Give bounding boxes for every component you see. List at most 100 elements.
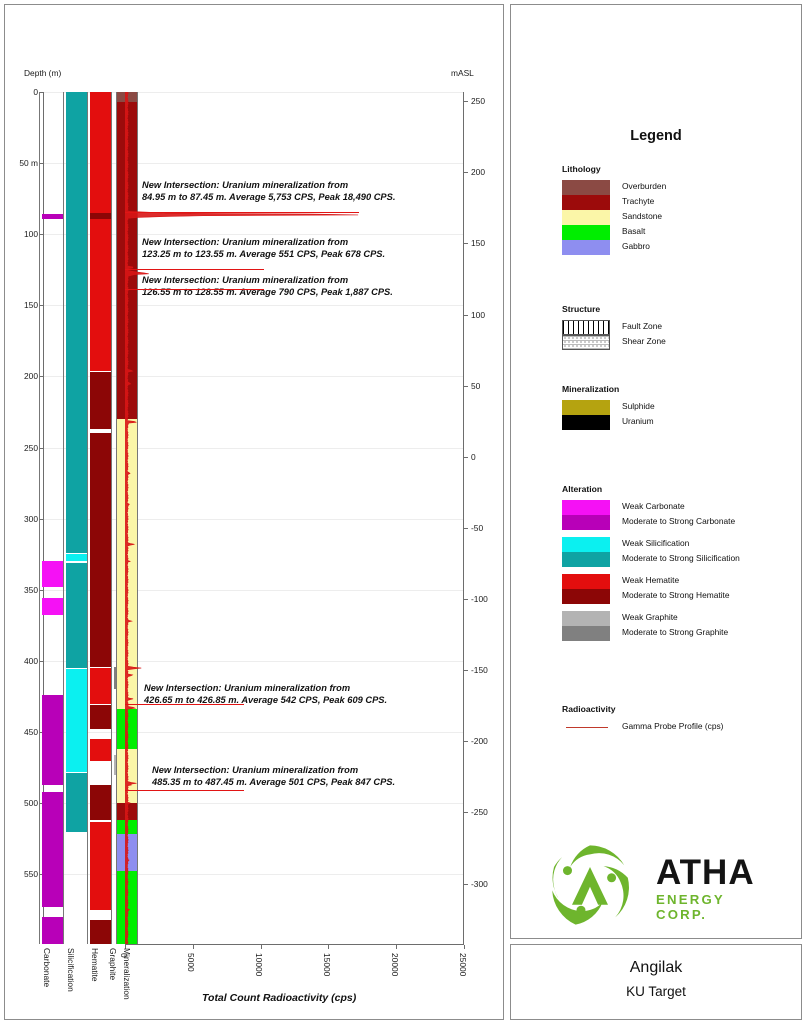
footer-block: Angilak KU Target bbox=[510, 944, 802, 1020]
legend-item-label: Sulphide bbox=[622, 401, 655, 411]
masl-tick-label-9: -200 bbox=[471, 736, 488, 747]
masl-tick-label-7: -100 bbox=[471, 594, 488, 605]
annotation-line-1: New Intersection: Uranium mineralization… bbox=[142, 180, 349, 190]
legend-item-label: Moderate to Strong Carbonate bbox=[622, 516, 736, 526]
legend-section-lithology: Lithology Overburden Trachyte Sandstone Basa… bbox=[562, 164, 666, 255]
masl-tick-label-3: 100 bbox=[471, 309, 485, 320]
masl-tick-label-1: 200 bbox=[471, 167, 485, 178]
legend-section-alteration: Alteration Weak Carbonate Moderate to Stro… bbox=[562, 484, 740, 641]
depth-tick-label-4: 200 bbox=[24, 371, 38, 382]
annotation-leader-4 bbox=[125, 704, 244, 705]
masl-tick-6 bbox=[464, 527, 468, 529]
masl-tick-label-6: -50 bbox=[471, 522, 484, 533]
legend-section-mineralization: Mineralization Sulphide Uranium bbox=[562, 384, 655, 430]
gridline-5 bbox=[44, 447, 463, 449]
masl-tick-2 bbox=[464, 243, 468, 245]
legend-item: Uranium bbox=[562, 415, 654, 430]
annotation-line-2: 123.25 m to 123.55 m. Average 551 CPS, P… bbox=[142, 249, 386, 260]
track-segment bbox=[90, 92, 112, 371]
depth-tick-label-1: 50 m bbox=[19, 158, 38, 169]
depth-tick-label-9: 450 bbox=[24, 727, 38, 738]
depth-tick-5 bbox=[40, 447, 44, 449]
x-tick-label-3: 15000 bbox=[321, 953, 332, 977]
gridline-8 bbox=[44, 660, 463, 662]
legend-item-label: Moderate to Strong Graphite bbox=[622, 627, 729, 637]
annotation-line-2: 126.55 m to 128.55 m. Average 790 CPS, P… bbox=[142, 287, 393, 298]
legend-section-structure: Structure Fault Zone Shear Zone bbox=[562, 304, 666, 350]
track-segment bbox=[90, 212, 112, 219]
depth-tick-label-11: 550 bbox=[24, 869, 38, 880]
legend-swatch bbox=[562, 537, 610, 552]
legend-swatch bbox=[562, 240, 610, 255]
gridline-6 bbox=[44, 518, 463, 520]
legend-swatch bbox=[562, 500, 610, 515]
column-label-graphite: Graphite bbox=[108, 948, 118, 981]
legend-item-label: Weak Graphite bbox=[622, 612, 678, 622]
legend-item: Moderate to Strong Silicification bbox=[562, 552, 740, 567]
masl-tick-label-4: 50 bbox=[471, 380, 481, 391]
track-segment bbox=[90, 705, 112, 730]
legend-swatch bbox=[562, 400, 610, 415]
legend-item-label: Overburden bbox=[622, 181, 667, 191]
legend-swatch bbox=[562, 195, 610, 210]
gridline-3 bbox=[44, 305, 463, 307]
legend-gap bbox=[562, 530, 602, 537]
track-segment bbox=[42, 598, 64, 616]
x-tick-1 bbox=[192, 945, 194, 949]
gridline-1 bbox=[44, 163, 463, 165]
gridline-0 bbox=[44, 92, 463, 93]
legend-section-title: Alteration bbox=[562, 484, 603, 494]
masl-tick-5 bbox=[464, 456, 468, 458]
intersection-annotation-2: New Intersection: Uranium mineralization… bbox=[142, 236, 385, 261]
legend-item-label: Fault Zone bbox=[622, 321, 663, 331]
depth-tick-label-7: 350 bbox=[24, 584, 38, 595]
legend-swatch bbox=[562, 415, 610, 430]
legend-section-title: Radioactivity bbox=[562, 704, 616, 714]
masl-tick-9 bbox=[464, 741, 468, 743]
depth-axis-title: Depth (m) bbox=[24, 68, 62, 78]
project-name: Angilak bbox=[629, 959, 683, 976]
column-label-hematite: Hematite bbox=[90, 948, 100, 982]
gridline-9 bbox=[44, 732, 463, 734]
annotation-line-1: New Intersection: Uranium mineralization… bbox=[142, 275, 349, 285]
legend-swatch bbox=[562, 225, 610, 240]
depth-axis-line bbox=[43, 92, 44, 944]
legend-item: Moderate to Strong Hematite bbox=[562, 589, 730, 604]
annotation-line-1: New Intersection: Uranium mineralization… bbox=[144, 683, 351, 693]
column-label-carbonate: Carbonate bbox=[42, 948, 52, 988]
masl-tick-label-11: -300 bbox=[471, 878, 488, 889]
legend-item: Weak Carbonate bbox=[562, 500, 685, 515]
track-segment bbox=[90, 821, 112, 910]
legend-item-label: Gamma Probe Profile (cps) bbox=[622, 721, 724, 731]
intersection-annotation-3: New Intersection: Uranium mineralization… bbox=[142, 274, 393, 299]
depth-tick-3 bbox=[40, 305, 44, 307]
depth-tick-label-3: 150 bbox=[24, 300, 38, 311]
track-segment bbox=[42, 561, 64, 587]
legend-swatch bbox=[562, 574, 610, 589]
masl-tick-0 bbox=[464, 101, 468, 103]
track-segment bbox=[42, 214, 64, 219]
legend-item: Weak Silicification bbox=[562, 537, 689, 552]
legend-item: Trachyte bbox=[562, 195, 654, 210]
legend-swatch bbox=[562, 180, 610, 195]
legend-swatch bbox=[562, 335, 610, 350]
legend-gap bbox=[562, 604, 602, 611]
gridline-2 bbox=[44, 234, 463, 236]
masl-tick-label-0: 250 bbox=[471, 96, 485, 107]
x-axis-title: Total Count Radioactivity (cps) bbox=[202, 992, 357, 1004]
legend-item-label: Sandstone bbox=[622, 211, 663, 221]
gridline-7 bbox=[44, 589, 463, 591]
masl-tick-label-2: 150 bbox=[471, 238, 485, 249]
annotation-line-1: New Intersection: Uranium mineralization… bbox=[152, 765, 359, 775]
annotation-line-1: New Intersection: Uranium mineralization… bbox=[142, 237, 349, 247]
x-tick-5 bbox=[464, 945, 465, 949]
legend-section-radioactivity: Radioactivity Gamma Probe Profile (cps) bbox=[562, 704, 723, 735]
intersection-annotation-5: New Intersection: Uranium mineralization… bbox=[152, 764, 395, 789]
annotation-leader-1 bbox=[125, 212, 359, 213]
track-divider-1 bbox=[62, 92, 64, 944]
annotation-line-2: 84.95 m to 87.45 m. Average 5,753 CPS, P… bbox=[142, 192, 396, 203]
legend-swatch bbox=[562, 589, 610, 604]
x-tick-0 bbox=[125, 945, 126, 949]
x-tick-3 bbox=[328, 945, 330, 949]
gridline-4 bbox=[44, 376, 463, 378]
